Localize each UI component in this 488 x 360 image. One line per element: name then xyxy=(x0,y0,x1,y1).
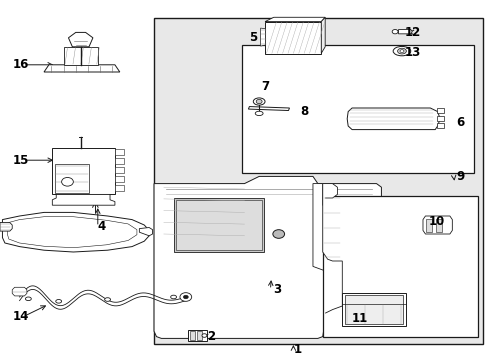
Ellipse shape xyxy=(391,30,397,34)
Text: 8: 8 xyxy=(299,105,307,118)
Polygon shape xyxy=(7,217,137,248)
Bar xyxy=(322,196,477,337)
Polygon shape xyxy=(68,32,93,47)
Ellipse shape xyxy=(399,50,403,53)
Bar xyxy=(154,18,482,344)
Text: 3: 3 xyxy=(272,283,281,296)
Polygon shape xyxy=(12,287,27,296)
Bar xyxy=(188,330,206,341)
Bar xyxy=(435,219,441,232)
Text: 13: 13 xyxy=(404,46,420,59)
Ellipse shape xyxy=(202,334,206,337)
Bar xyxy=(426,219,431,232)
Ellipse shape xyxy=(61,177,73,186)
Bar xyxy=(197,331,202,340)
Text: 4: 4 xyxy=(98,220,106,233)
Bar xyxy=(242,45,473,173)
Polygon shape xyxy=(139,228,152,236)
Bar xyxy=(52,148,115,194)
Polygon shape xyxy=(322,184,342,313)
Bar xyxy=(264,22,321,54)
Ellipse shape xyxy=(256,99,262,104)
Polygon shape xyxy=(63,47,98,65)
Ellipse shape xyxy=(253,98,264,105)
Text: 6: 6 xyxy=(455,116,464,129)
Polygon shape xyxy=(154,176,381,338)
Polygon shape xyxy=(52,194,115,205)
Bar xyxy=(55,164,89,193)
Text: 12: 12 xyxy=(404,26,420,39)
Bar xyxy=(173,198,264,252)
Text: 2: 2 xyxy=(206,330,215,343)
Polygon shape xyxy=(398,30,411,34)
Ellipse shape xyxy=(392,46,410,56)
Ellipse shape xyxy=(272,230,284,238)
Polygon shape xyxy=(248,107,289,111)
Bar xyxy=(176,200,261,250)
Bar xyxy=(115,176,123,182)
Text: 5: 5 xyxy=(249,31,257,44)
Bar xyxy=(436,108,443,113)
Bar xyxy=(342,293,405,326)
Ellipse shape xyxy=(255,111,263,116)
Text: 7: 7 xyxy=(261,80,269,93)
Bar xyxy=(115,167,123,173)
Ellipse shape xyxy=(25,297,31,301)
Bar xyxy=(436,123,443,128)
Bar xyxy=(115,185,123,191)
Ellipse shape xyxy=(183,295,188,299)
Ellipse shape xyxy=(180,293,191,301)
Text: 9: 9 xyxy=(455,170,464,183)
Text: 10: 10 xyxy=(428,215,444,228)
Text: 11: 11 xyxy=(351,312,367,325)
Ellipse shape xyxy=(397,48,406,54)
Polygon shape xyxy=(312,184,351,274)
Polygon shape xyxy=(321,17,325,53)
Ellipse shape xyxy=(56,300,61,303)
Ellipse shape xyxy=(183,295,188,299)
Bar xyxy=(344,295,403,324)
Bar xyxy=(115,149,123,155)
Polygon shape xyxy=(346,108,439,130)
Bar xyxy=(115,158,123,164)
Text: 15: 15 xyxy=(12,154,28,167)
Polygon shape xyxy=(260,28,265,46)
Polygon shape xyxy=(422,216,451,234)
Ellipse shape xyxy=(170,295,176,299)
Polygon shape xyxy=(44,65,120,72)
Ellipse shape xyxy=(104,298,110,301)
Polygon shape xyxy=(2,212,149,252)
Bar xyxy=(436,116,443,121)
Bar xyxy=(189,331,194,340)
Text: 16: 16 xyxy=(12,58,28,71)
Text: 1: 1 xyxy=(293,343,301,356)
Polygon shape xyxy=(264,17,325,22)
Polygon shape xyxy=(0,222,12,231)
Text: 14: 14 xyxy=(12,310,28,323)
